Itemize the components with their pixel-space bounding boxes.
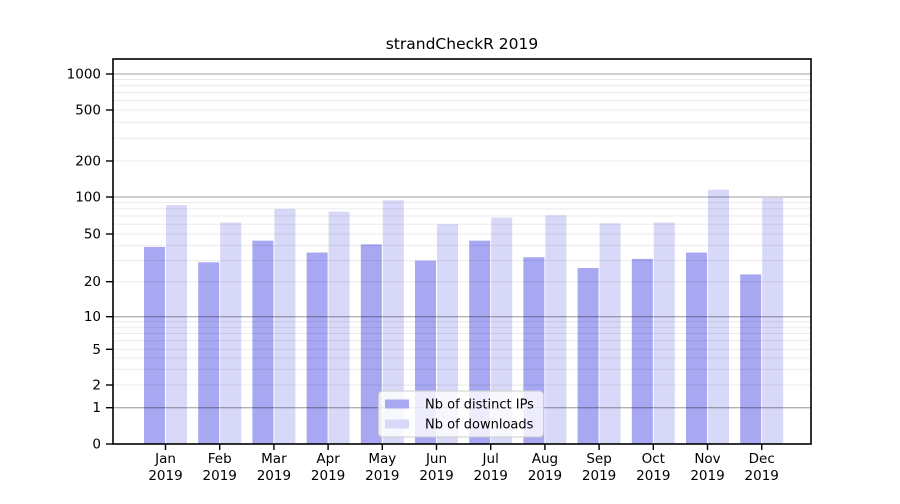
x-tick-label-year-sep: 2019 bbox=[582, 468, 616, 484]
y-tick-label-1: 1 bbox=[92, 400, 101, 416]
bar-downloads-jul bbox=[491, 217, 513, 444]
bar-downloads-feb bbox=[220, 222, 242, 444]
bar-downloads-may bbox=[382, 200, 404, 444]
y-tick-label-20: 20 bbox=[84, 274, 101, 290]
y-tick-label-2: 2 bbox=[92, 378, 101, 394]
bar-downloads-nov bbox=[708, 189, 729, 444]
legend: Nb of distinct IPs Nb of downloads bbox=[378, 390, 544, 438]
plot-frame bbox=[112, 58, 812, 445]
legend-label-downloads: Nb of downloads bbox=[425, 418, 534, 433]
x-tick-label-month-mar: Mar bbox=[261, 451, 287, 467]
bar-downloads-jun bbox=[437, 224, 458, 444]
x-tick-label-year-jan: 2019 bbox=[148, 468, 182, 484]
bar-downloads-dec bbox=[762, 198, 784, 444]
x-tick-label-month-sep: Sep bbox=[586, 451, 611, 467]
x-tick-label-month-feb: Feb bbox=[208, 451, 232, 467]
bar-downloads-oct bbox=[653, 222, 675, 444]
bar-distinct-ips-apr bbox=[306, 252, 328, 444]
bar-downloads-aug bbox=[545, 215, 567, 444]
bar-distinct-ips-nov bbox=[686, 252, 707, 444]
x-tick-label-month-oct: Oct bbox=[642, 451, 665, 467]
legend-swatch-downloads-icon bbox=[385, 419, 409, 429]
y-tick-label-100: 100 bbox=[75, 190, 101, 206]
bar-downloads-apr bbox=[328, 211, 350, 444]
y-tick-label-5: 5 bbox=[92, 342, 101, 358]
x-tick-label-month-jun: Jun bbox=[425, 451, 447, 467]
legend-label-distinct-ips: Nb of distinct IPs bbox=[425, 398, 534, 413]
x-tick-label-year-mar: 2019 bbox=[257, 468, 291, 484]
x-tick-label-year-feb: 2019 bbox=[203, 468, 237, 484]
x-tick-label-year-jun: 2019 bbox=[419, 468, 453, 484]
y-tick-label-10: 10 bbox=[84, 309, 101, 325]
y-tick-label-1000: 1000 bbox=[67, 67, 101, 83]
y-tick-label-200: 200 bbox=[75, 154, 101, 170]
bar-distinct-ips-dec bbox=[740, 274, 762, 444]
axes-layer: 01251020501002005001000Jan2019Feb2019Mar… bbox=[67, 58, 812, 484]
bar-distinct-ips-sep bbox=[577, 268, 599, 444]
x-tick-label-year-nov: 2019 bbox=[690, 468, 724, 484]
bar-distinct-ips-oct bbox=[631, 258, 653, 444]
bar-distinct-ips-feb bbox=[198, 262, 220, 444]
bar-distinct-ips-mar bbox=[252, 240, 274, 444]
y-tick-label-50: 50 bbox=[84, 227, 101, 243]
x-tick-label-month-may: May bbox=[368, 451, 396, 467]
bar-distinct-ips-jan bbox=[144, 246, 165, 444]
chart-title: strandCheckR 2019 bbox=[386, 35, 539, 53]
x-tick-label-month-aug: Aug bbox=[532, 451, 558, 467]
x-tick-label-month-apr: Apr bbox=[316, 451, 340, 467]
bar-downloads-mar bbox=[274, 208, 296, 444]
x-tick-label-month-jan: Jan bbox=[154, 451, 176, 467]
x-tick-label-year-aug: 2019 bbox=[528, 468, 562, 484]
x-tick-label-month-jul: Jul bbox=[482, 451, 499, 467]
x-tick-label-year-oct: 2019 bbox=[636, 468, 670, 484]
legend-swatch-distinct-ips-icon bbox=[385, 399, 409, 409]
bar-downloads-sep bbox=[599, 223, 621, 444]
x-tick-label-year-apr: 2019 bbox=[311, 468, 345, 484]
x-tick-label-year-may: 2019 bbox=[365, 468, 399, 484]
y-tick-label-500: 500 bbox=[75, 103, 101, 119]
x-tick-label-month-dec: Dec bbox=[749, 451, 775, 467]
grid-layer bbox=[113, 73, 811, 409]
x-tick-label-month-nov: Nov bbox=[694, 451, 720, 467]
x-tick-label-year-jul: 2019 bbox=[474, 468, 508, 484]
y-tick-label-0: 0 bbox=[92, 437, 101, 453]
bar-downloads-jan bbox=[166, 205, 187, 444]
bar-distinct-ips-may bbox=[360, 244, 382, 444]
x-tick-label-year-dec: 2019 bbox=[745, 468, 779, 484]
legend-box bbox=[378, 390, 544, 438]
